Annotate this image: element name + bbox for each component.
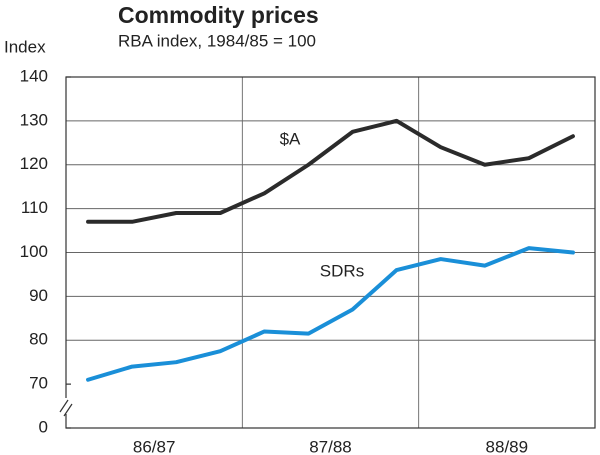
y-tick-label: 100 — [20, 242, 48, 261]
axis-break — [63, 403, 73, 417]
series-line — [86, 118, 575, 224]
x-tick-label: 87/88 — [309, 437, 352, 455]
chart-subtitle: RBA index, 1984/85 = 100 — [118, 31, 316, 50]
y-tick-label: 120 — [20, 154, 48, 173]
x-tick-label: 86/87 — [133, 437, 176, 455]
y-tick-label: 140 — [20, 66, 48, 85]
chart-title: Commodity prices — [118, 2, 319, 28]
x-tick-label: 88/89 — [486, 437, 529, 455]
y-tick-label: 80 — [29, 330, 48, 349]
plot-frame — [65, 76, 596, 429]
y-tick-label: 90 — [29, 286, 48, 305]
axis-break — [59, 399, 69, 413]
series-line — [86, 246, 575, 382]
y-tick-label: 0 — [39, 417, 48, 436]
series-label: $A — [280, 129, 301, 148]
axis-break-mask — [52, 398, 80, 414]
y-axis-label: Index — [4, 37, 46, 56]
series-label: SDRs — [320, 261, 364, 280]
y-tick-label: 130 — [20, 110, 48, 129]
y-tick-label: 110 — [21, 198, 48, 217]
y-tick-label: 70 — [29, 374, 48, 393]
